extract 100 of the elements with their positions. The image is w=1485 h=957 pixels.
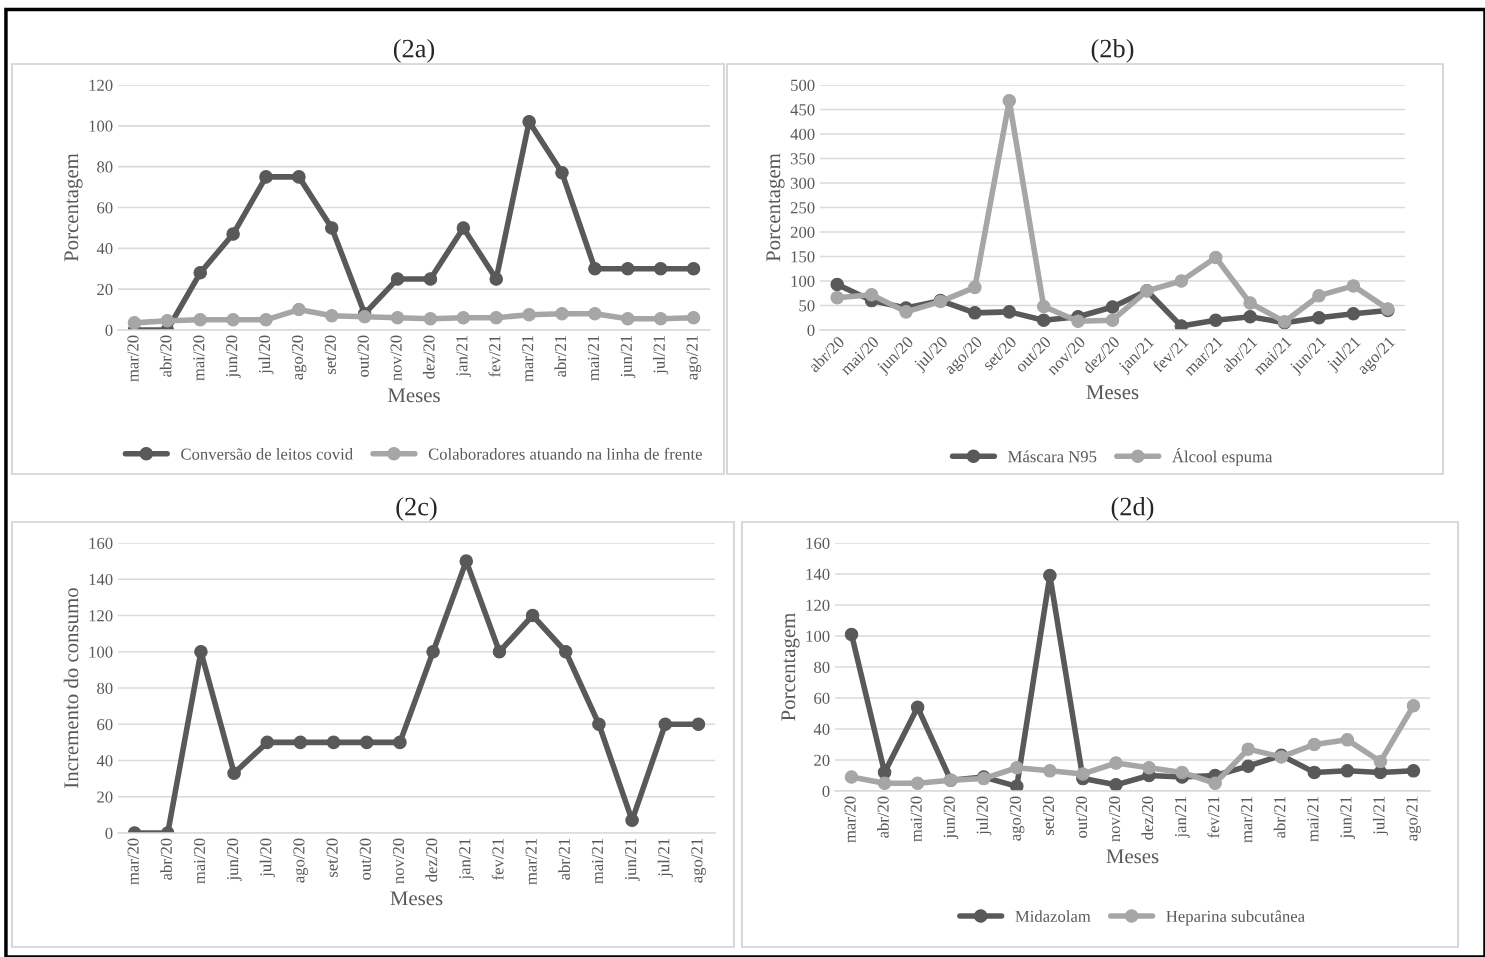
- y-tick-label: 500: [791, 79, 815, 91]
- point: [555, 166, 569, 180]
- point: [899, 305, 913, 319]
- point: [1208, 313, 1223, 327]
- point: [621, 312, 635, 326]
- x-tick-label: nov/20: [1108, 796, 1121, 842]
- y-tick-label: 200: [790, 226, 815, 238]
- x-tick-label: abr/21: [554, 335, 567, 377]
- point: [1043, 764, 1057, 778]
- x-tick-label: jan/21: [459, 838, 474, 880]
- x-tick-label: abr/20: [877, 796, 889, 838]
- point: [1340, 733, 1355, 747]
- x-tick-label: jun/21: [625, 838, 640, 881]
- x-tick-label: ago/20: [293, 838, 308, 883]
- y-tick-label: 40: [96, 243, 113, 255]
- x-tick-label: dez/20: [1141, 796, 1154, 840]
- point: [864, 287, 879, 302]
- x-tick-label: mai/20: [193, 335, 205, 381]
- y-tick-label: 20: [814, 754, 830, 766]
- x-tick-label: set/20: [1042, 796, 1055, 835]
- point: [1175, 765, 1189, 780]
- x-tick-label: jul/21: [1372, 796, 1388, 836]
- x-tick-label: jul/21: [653, 335, 669, 375]
- y-tick-label: 80: [814, 661, 830, 673]
- point: [292, 170, 306, 184]
- point: [1243, 296, 1257, 310]
- point: [226, 313, 240, 327]
- x-tick-label: jul/20: [258, 335, 274, 375]
- y-axis-title: Porcentagem: [64, 153, 83, 262]
- x-tick-label: abr/20: [160, 838, 172, 880]
- x-tick-label: abr/20: [159, 335, 172, 377]
- x-tick-label: nov/20: [390, 335, 402, 381]
- point: [1373, 765, 1388, 780]
- point: [653, 261, 668, 276]
- x-tick-label: ago/20: [291, 335, 307, 380]
- point: [830, 290, 844, 305]
- x-tick-label: jul/20: [259, 838, 275, 878]
- point: [1142, 760, 1156, 775]
- point: [260, 735, 275, 750]
- x-tick-label: abr/21: [558, 838, 570, 880]
- point: [390, 272, 405, 286]
- point: [325, 221, 339, 235]
- point: [1406, 764, 1421, 778]
- point: [555, 306, 569, 321]
- y-tick-label: 160: [806, 537, 830, 549]
- y-tick-label: 350: [790, 153, 815, 165]
- point: [160, 314, 175, 328]
- x-tick-label: mai/21: [1307, 796, 1319, 842]
- point: [1241, 742, 1255, 756]
- y-tick-label: 400: [790, 128, 815, 140]
- point: [1105, 313, 1120, 327]
- y-tick-label: 100: [89, 120, 113, 132]
- point: [588, 306, 602, 321]
- point: [522, 114, 536, 129]
- y-tick-label: 120: [806, 599, 830, 611]
- chart-title: (2a): [393, 38, 435, 63]
- point: [194, 644, 208, 659]
- point: [588, 261, 602, 276]
- point: [459, 554, 474, 568]
- y-tick-label: 250: [790, 202, 815, 214]
- y-tick-label: 450: [790, 104, 815, 116]
- x-tick-label: set/20: [326, 838, 338, 877]
- x-tick-label: jun/21: [1340, 796, 1355, 839]
- chart-title: (2c): [396, 496, 437, 521]
- point: [1174, 319, 1189, 330]
- x-axis-title: Meses: [390, 891, 443, 906]
- x-tick-label: dez/20: [422, 335, 435, 379]
- x-tick-label: jun/20: [226, 335, 241, 378]
- y-axis-title: Porcentagem: [766, 153, 785, 262]
- y-tick-label: 0: [105, 827, 113, 839]
- y-tick-label: 300: [790, 177, 815, 189]
- y-tick-label: 150: [791, 251, 815, 263]
- point: [423, 272, 438, 286]
- x-tick-label: jan/21: [1175, 796, 1190, 838]
- y-tick-label: 120: [89, 610, 113, 622]
- x-tick-label: mar/20: [127, 335, 139, 382]
- point: [1010, 779, 1024, 791]
- point: [653, 312, 668, 326]
- legend-label: Máscara N95: [1008, 450, 1097, 463]
- x-tick-label: out/20: [1075, 796, 1088, 838]
- point: [193, 266, 207, 280]
- x-tick-label: fev/21: [1207, 796, 1220, 838]
- point: [558, 644, 573, 659]
- point: [489, 310, 503, 325]
- point: [968, 280, 982, 295]
- legend-label: Midazolam: [1015, 910, 1091, 922]
- point: [1340, 764, 1355, 778]
- point: [1109, 778, 1123, 791]
- x-tick-label: jun/20: [943, 796, 959, 839]
- x-axis-title: Meses: [1106, 849, 1159, 864]
- x-tick-label: ago/21: [686, 335, 702, 380]
- x-tick-label: out/20: [359, 838, 371, 880]
- x-tick-label: jul/20: [976, 796, 992, 836]
- point: [193, 313, 207, 327]
- legend-label: Colaboradores atuando na linha de frente: [428, 447, 702, 460]
- x-tick-label: set/20: [324, 335, 336, 374]
- point: [1307, 765, 1322, 780]
- point: [1071, 314, 1085, 328]
- point: [1174, 274, 1189, 288]
- point: [127, 316, 142, 330]
